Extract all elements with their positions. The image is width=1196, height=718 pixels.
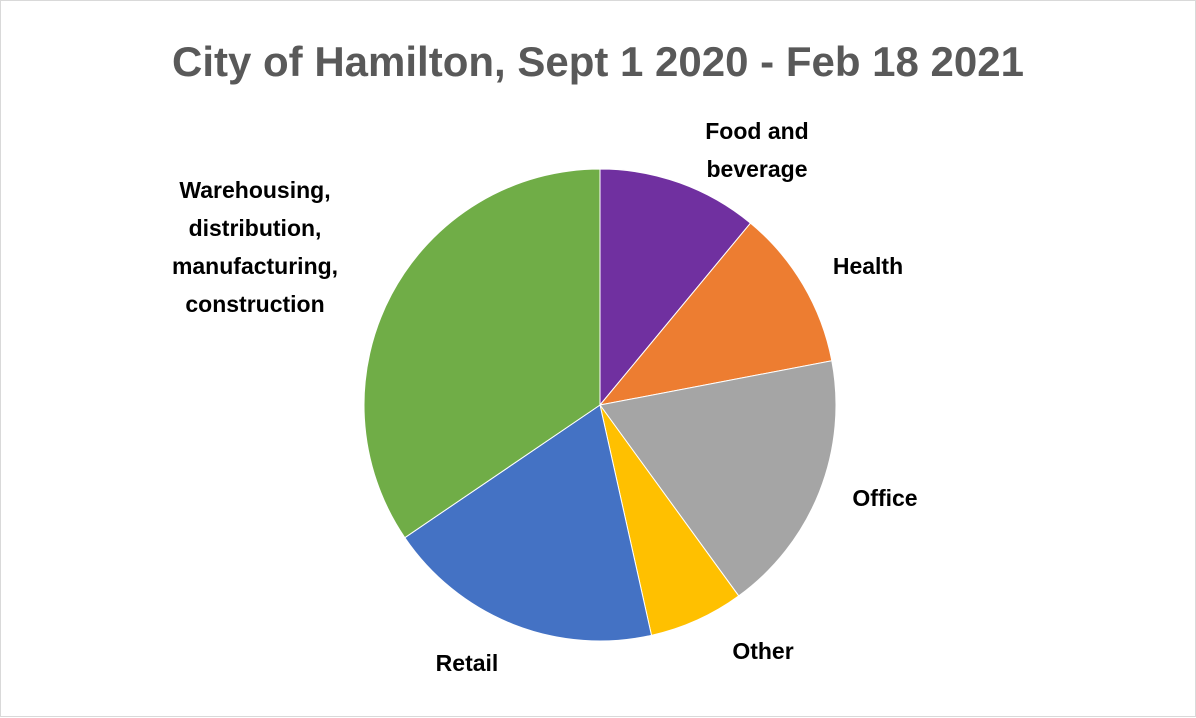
pie-label-6: Warehousing, distribution, manufacturing, c… xyxy=(172,177,338,317)
pie-slice-6 xyxy=(363,168,601,539)
pie-label-3: Office xyxy=(852,485,917,511)
pie-slice-1 xyxy=(599,168,752,407)
pie-label-5: Retail xyxy=(436,650,499,676)
pie-label-1: Food and beverage xyxy=(705,118,808,182)
pie-slice-5 xyxy=(404,404,653,642)
pie-slice-3 xyxy=(599,360,837,597)
chart-title: City of Hamilton, Sept 1 2020 - Feb 18 2… xyxy=(172,38,1024,85)
pie-labels: Food and beverage Health Office Other Retail W… xyxy=(172,118,918,676)
pie-slices xyxy=(363,168,837,642)
pie-label-2: Health xyxy=(833,253,903,279)
pie-label-4: Other xyxy=(732,638,793,664)
pie-slice-2 xyxy=(598,222,833,406)
